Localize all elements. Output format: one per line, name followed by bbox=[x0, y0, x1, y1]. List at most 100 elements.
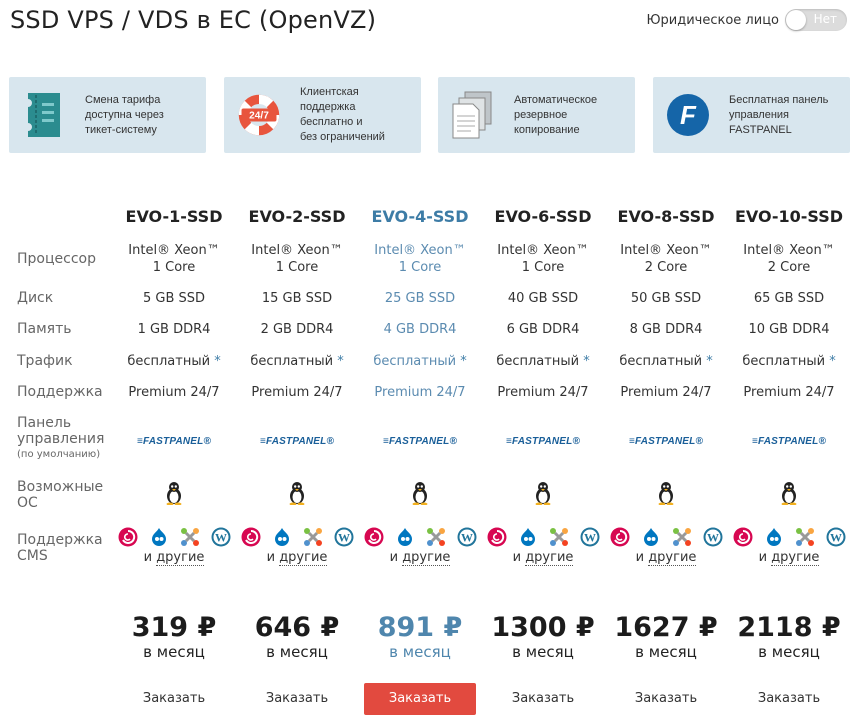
price-period: в месяц bbox=[758, 643, 820, 661]
cms-others-and: и bbox=[635, 550, 645, 565]
cms-others-link[interactable]: другие bbox=[525, 550, 574, 566]
plan-disk: 15 GB SSD bbox=[261, 291, 333, 306]
traffic-footnote-mark[interactable]: * bbox=[706, 354, 713, 369]
plan-name: EVO-10-SSD bbox=[734, 207, 844, 226]
linux-penguin-icon bbox=[727, 481, 851, 509]
svg-text:24/7: 24/7 bbox=[249, 111, 269, 122]
cms-others-and: и bbox=[266, 550, 276, 565]
order-button[interactable]: Заказать bbox=[364, 683, 476, 715]
plan-cpu: Intel® Xeon™ 1 Core bbox=[112, 242, 236, 276]
debian-icon bbox=[364, 527, 384, 547]
wordpress-icon: W bbox=[826, 527, 846, 547]
fastpanel-wordmark: ≡FASTPANEL® bbox=[505, 436, 581, 447]
joomla-icon bbox=[180, 527, 200, 547]
row-label-disk: Диск bbox=[17, 290, 54, 306]
price-amount: 646 ₽ bbox=[254, 612, 340, 643]
svg-text:W: W bbox=[215, 531, 227, 545]
plan-cpu-cores: 1 Core bbox=[275, 260, 319, 275]
traffic-footnote-mark[interactable]: * bbox=[337, 354, 344, 369]
plan-price: 1300 ₽ в месяц bbox=[481, 612, 605, 662]
row-label-cpu: Процессор bbox=[17, 251, 96, 267]
plan-support: Premium 24/7 bbox=[497, 385, 589, 400]
fastpanel-wordmark: ≡FASTPANEL® bbox=[136, 436, 212, 447]
plan-ram: 10 GB DDR4 bbox=[748, 322, 830, 337]
svg-text:F: F bbox=[680, 100, 697, 130]
price-amount: 319 ₽ bbox=[131, 612, 217, 643]
feature-text: Клиентская поддержка бесплатно и без огр… bbox=[300, 86, 385, 143]
debian-icon bbox=[733, 527, 753, 547]
order-button[interactable]: Заказать bbox=[757, 691, 821, 706]
price-period: в месяц bbox=[512, 643, 574, 661]
traffic-footnote-mark[interactable]: * bbox=[829, 354, 836, 369]
cms-others-and: и bbox=[512, 550, 522, 565]
feature-backup: Автоматическое резервное копирование bbox=[438, 77, 635, 153]
cms-others-link[interactable]: другие bbox=[402, 550, 451, 566]
cms-others-link[interactable]: другие bbox=[648, 550, 697, 566]
plan-traffic: бесплатный * bbox=[481, 353, 605, 370]
feature-text: Смена тарифа доступна через тикет-систем… bbox=[85, 93, 164, 136]
legal-entity-label: Юридическое лицо bbox=[646, 12, 780, 28]
debian-icon bbox=[241, 527, 261, 547]
traffic-footnote-mark[interactable]: * bbox=[460, 354, 467, 369]
plan-support: Premium 24/7 bbox=[743, 385, 835, 400]
wordpress-icon: W bbox=[457, 527, 477, 547]
joomla-icon bbox=[672, 527, 692, 547]
plan-name: EVO-6-SSD bbox=[494, 207, 592, 226]
cms-others-link[interactable]: другие bbox=[771, 550, 820, 566]
price-amount: 1300 ₽ bbox=[491, 612, 595, 643]
plan-cpu: Intel® Xeon™ 1 Core bbox=[235, 242, 359, 276]
price-amount: 891 ₽ bbox=[377, 612, 463, 643]
plan-cpu-cores: 1 Core bbox=[152, 260, 196, 275]
plan-cpu: Intel® Xeon™ 2 Core bbox=[727, 242, 851, 276]
cms-others-link[interactable]: другие bbox=[156, 550, 205, 566]
fastpanel-logo: ≡FASTPANEL® bbox=[727, 429, 851, 448]
price-period: в месяц bbox=[635, 643, 697, 661]
plan-cpu: Intel® Xeon™ 1 Core bbox=[481, 242, 605, 276]
linux-penguin-icon bbox=[358, 481, 482, 509]
plan-traffic: бесплатный * bbox=[727, 353, 851, 370]
svg-text:W: W bbox=[461, 531, 473, 545]
linux-penguin-icon bbox=[604, 481, 728, 509]
joomla-icon bbox=[549, 527, 569, 547]
drupal-icon bbox=[395, 527, 415, 547]
plan-name: EVO-8-SSD bbox=[617, 207, 715, 226]
features-bar: Смена тарифа доступна через тикет-систем… bbox=[9, 77, 852, 153]
cms-others: и другие bbox=[358, 550, 482, 566]
fastpanel-logo: ≡FASTPANEL® bbox=[604, 429, 728, 448]
debian-icon bbox=[610, 527, 630, 547]
cms-others: и другие bbox=[112, 550, 236, 566]
plan-cpu-model: Intel® Xeon™ bbox=[128, 243, 220, 258]
wordpress-icon: W bbox=[334, 527, 354, 547]
plan-disk: 65 GB SSD bbox=[753, 291, 825, 306]
plan-traffic: бесплатный * bbox=[235, 353, 359, 370]
plan-traffic-value: бесплатный bbox=[127, 354, 211, 369]
plan-ram: 6 GB DDR4 bbox=[506, 322, 580, 337]
legal-entity-toggle[interactable]: Нет bbox=[785, 9, 847, 31]
plan-price: 319 ₽ в месяц bbox=[112, 612, 236, 662]
price-amount: 2118 ₽ bbox=[737, 612, 841, 643]
order-button[interactable]: Заказать bbox=[634, 691, 698, 706]
page-title: SSD VPS / VDS в ЕС (OpenVZ) bbox=[10, 6, 377, 34]
plan-name: EVO-2-SSD bbox=[248, 207, 346, 226]
legal-entity-switch[interactable]: Юридическое лицо Нет bbox=[646, 9, 847, 31]
traffic-footnote-mark[interactable]: * bbox=[583, 354, 590, 369]
order-button[interactable]: Заказать bbox=[142, 691, 206, 706]
order-button[interactable]: Заказать bbox=[265, 691, 329, 706]
cms-others-and: и bbox=[758, 550, 768, 565]
plan-disk: 50 GB SSD bbox=[630, 291, 702, 306]
drupal-icon bbox=[149, 527, 169, 547]
feature-support: 24/7 Клиентская поддержка бесплатно и бе… bbox=[224, 77, 421, 153]
price-amount: 1627 ₽ bbox=[614, 612, 718, 643]
traffic-footnote-mark[interactable]: * bbox=[214, 354, 221, 369]
plan-traffic-value: бесплатный bbox=[250, 354, 334, 369]
cms-others-link[interactable]: другие bbox=[279, 550, 328, 566]
feature-tariff-change: Смена тарифа доступна через тикет-систем… bbox=[9, 77, 206, 153]
fastpanel-wordmark: ≡FASTPANEL® bbox=[628, 436, 704, 447]
plan-cpu-cores: 2 Core bbox=[767, 260, 811, 275]
order-button[interactable]: Заказать bbox=[511, 691, 575, 706]
plan-support: Premium 24/7 bbox=[620, 385, 712, 400]
